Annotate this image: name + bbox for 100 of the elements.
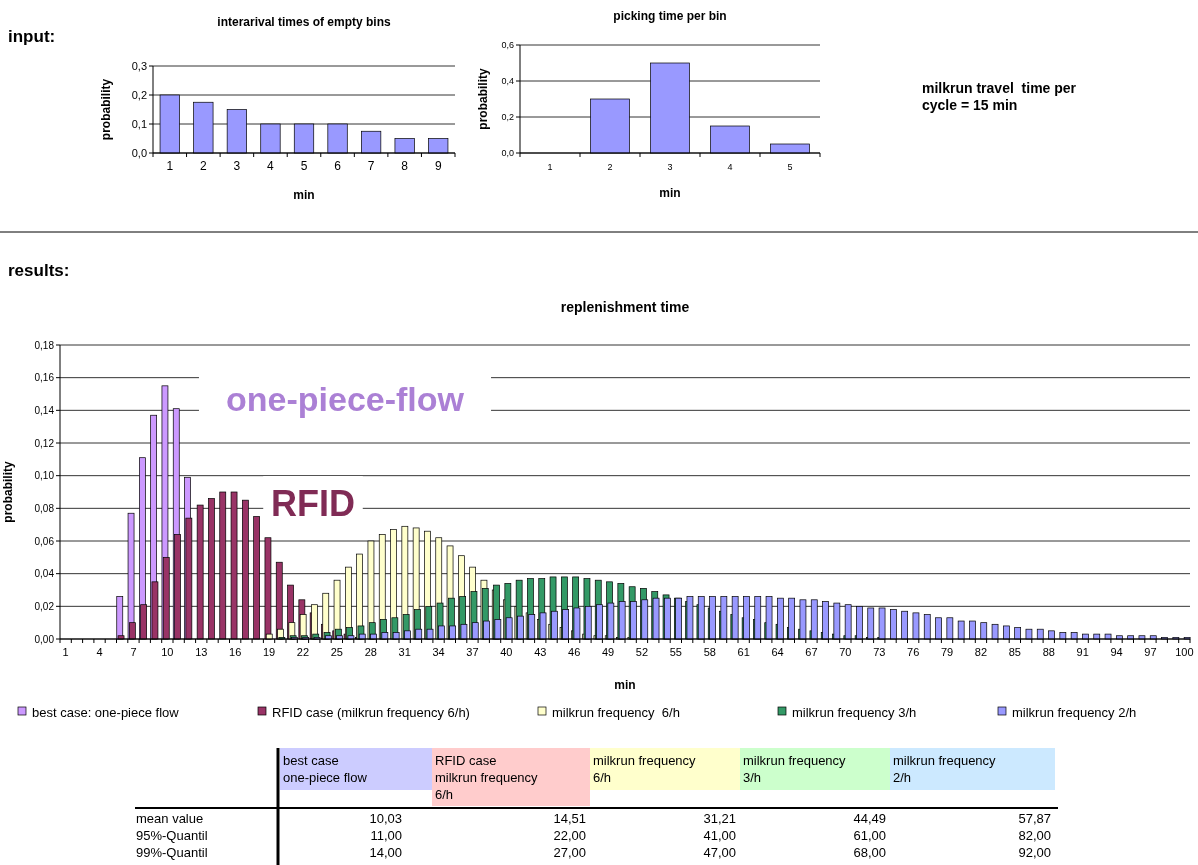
data-label: 11,00 [370, 828, 402, 843]
x-tick-label: 4 [267, 159, 275, 173]
category-label: best case one-piece flow [283, 753, 368, 785]
data-label: 68,00 [853, 845, 886, 860]
x-tick-label: 37 [466, 646, 479, 658]
x-tick-label: 19 [262, 646, 276, 658]
x-tick-label: 43 [534, 646, 547, 658]
x-tick-label: 97 [1144, 646, 1157, 658]
x-tick-label: 1 [166, 159, 174, 173]
data-label: 57,87 [1018, 811, 1051, 826]
x-tick-label: 3 [667, 162, 673, 172]
x-tick-label: 88 [1042, 646, 1055, 658]
data-label: 61,00 [853, 828, 886, 843]
chart-title: replenishment time [560, 299, 690, 315]
y-axis-title: probability [1, 461, 15, 523]
category-label: milkrun frequency 2/h [893, 753, 997, 785]
y-tick-label: 0,12 [34, 437, 55, 449]
x-tick-label: 85 [1008, 646, 1021, 658]
legend-label: milkrun frequency 3/h [792, 704, 917, 720]
data-label: 82,00 [1018, 828, 1051, 843]
x-tick-label: 46 [568, 646, 581, 658]
y-axis-title: probability [99, 78, 113, 141]
x-tick-label: 61 [737, 646, 750, 658]
category-label: milkrun frequency 3/h [743, 753, 847, 785]
y-axis-title: probability [476, 68, 490, 130]
text: results: [8, 261, 70, 280]
text: milkrun travel time per cycle = 15 min [922, 80, 1077, 113]
category-label: milkrun frequency 6/h [593, 753, 697, 785]
x-tick-label: 7 [130, 646, 137, 658]
y-tick-label: 0,3 [131, 59, 147, 72]
y-tick-label: 0,4 [501, 76, 514, 87]
x-tick-label: 79 [940, 646, 954, 658]
x-tick-label: 16 [229, 646, 242, 658]
x-tick-label: 4 [96, 646, 103, 658]
data-label: 14,00 [369, 845, 402, 860]
x-tick-label: 67 [805, 646, 818, 658]
y-tick-label: 0,08 [34, 502, 55, 514]
annotation: one-piece-flow [225, 379, 465, 418]
x-tick-label: 76 [907, 646, 920, 658]
data-label: 47,00 [703, 845, 736, 860]
x-tick-label: 3 [233, 159, 241, 173]
y-tick-label: 0,14 [34, 404, 55, 416]
x-tick-label: 9 [434, 159, 442, 173]
y-tick-label: 0,0 [131, 146, 147, 159]
x-tick-label: 100 [1175, 646, 1194, 658]
x-tick-label: 6 [334, 159, 342, 173]
x-axis-title: min [293, 188, 315, 202]
y-tick-label: 0,18 [34, 339, 55, 351]
annotation: RFID [271, 482, 355, 524]
y-tick-label: 0,2 [131, 88, 147, 101]
data-label: 22,00 [553, 828, 586, 843]
x-tick-label: 55 [669, 646, 682, 658]
data-label: 31,21 [703, 811, 736, 826]
x-tick-label: 25 [330, 646, 343, 658]
x-tick-label: 34 [432, 646, 445, 658]
y-tick-label: 0,2 [501, 112, 514, 123]
x-tick-label: 5 [300, 159, 308, 173]
x-tick-label: 64 [771, 646, 784, 658]
x-tick-label: 2 [199, 159, 207, 173]
x-tick-label: 5 [787, 162, 793, 172]
x-tick-label: 8 [401, 159, 409, 173]
y-tick-label: 0,1 [131, 117, 147, 130]
y-tick-label: 0,02 [34, 600, 55, 612]
x-tick-label: 13 [195, 646, 208, 658]
y-tick-label: 0,06 [34, 535, 55, 547]
text: 99%-Quantil [136, 845, 208, 860]
x-tick-label: 22 [296, 646, 310, 658]
data-label: 27,00 [553, 845, 586, 860]
x-tick-label: 31 [398, 646, 411, 658]
text: input: [8, 27, 56, 46]
x-tick-label: 94 [1110, 646, 1123, 658]
data-label: 10,03 [369, 811, 402, 826]
x-tick-label: 1 [62, 646, 69, 658]
legend-label: RFID case (milkrun frequency 6/h) [272, 704, 470, 720]
x-tick-label: 52 [635, 646, 649, 658]
x-axis-title: min [659, 186, 681, 200]
legend-label: milkrun frequency 6/h [552, 704, 680, 720]
legend-label: milkrun frequency 2/h [1012, 704, 1137, 720]
y-tick-label: 0,00 [34, 633, 55, 645]
x-axis-title: min [614, 678, 636, 692]
data-label: 14,51 [553, 811, 586, 826]
category-label: RFID case milkrun frequency 6/h [435, 753, 539, 802]
x-tick-label: 91 [1076, 646, 1089, 658]
text: 95%-Quantil [136, 828, 208, 843]
legend-label: best case: one-piece flow [32, 704, 180, 720]
x-tick-label: 40 [500, 646, 513, 658]
x-tick-label: 82 [974, 646, 988, 658]
x-tick-label: 70 [839, 646, 852, 658]
x-tick-label: 58 [703, 646, 716, 658]
y-tick-label: 0,16 [34, 372, 55, 384]
chart-title: picking time per bin [613, 9, 727, 23]
data-label: 44,49 [853, 811, 886, 826]
chart-title: interarival times of empty bins [217, 15, 392, 29]
y-tick-label: 0,6 [501, 40, 514, 51]
x-tick-label: 1 [547, 162, 553, 172]
x-tick-label: 10 [161, 646, 174, 658]
x-tick-label: 7 [367, 159, 375, 173]
x-tick-label: 73 [873, 646, 886, 658]
x-tick-label: 49 [601, 646, 615, 658]
data-label: 92,00 [1018, 845, 1051, 860]
